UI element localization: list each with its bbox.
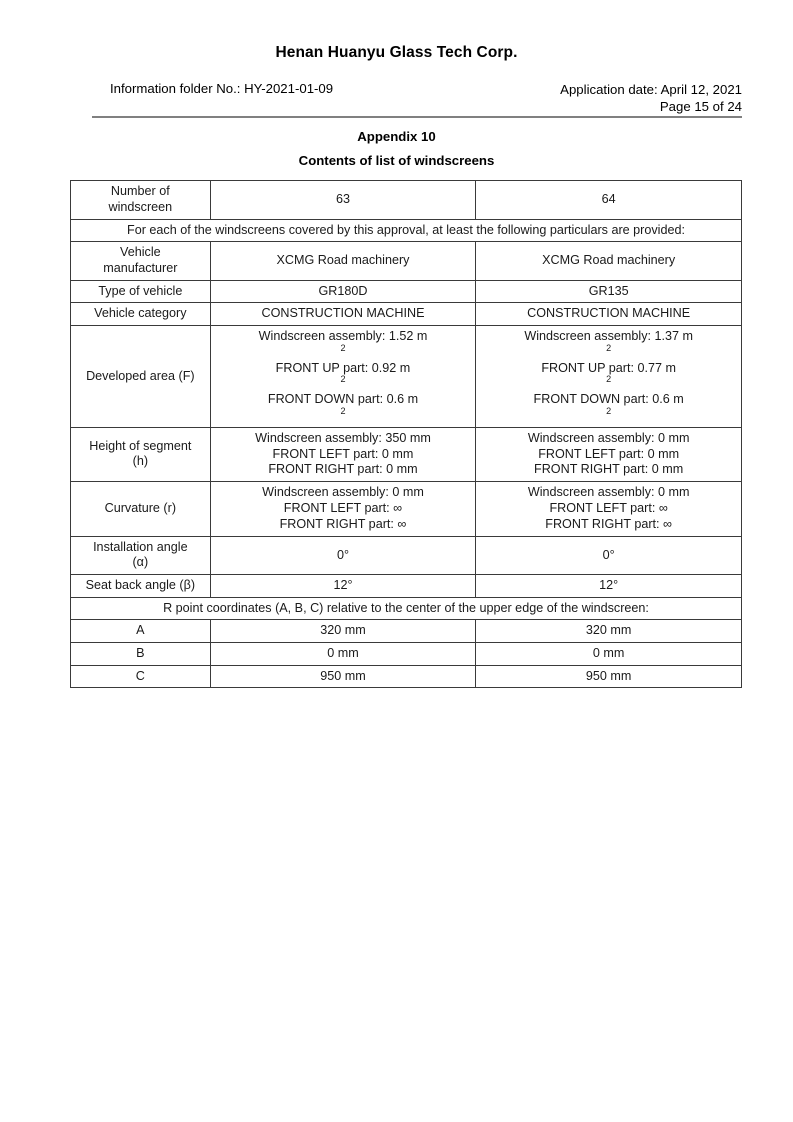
application-meta: Application date: April 12, 2021 Page 15… [560,81,742,115]
windscreen-table: Number of windscreen 63 64 For each of t… [70,180,742,689]
row-label-number-of-windscreen: Number of windscreen [70,180,211,220]
superscript-two: 2 [606,342,612,353]
cell-installation-angle-col2: 0° [475,535,742,576]
cell-rpoint-b-col1: 0 mm [209,641,477,666]
cell-type-col2: GR135 [475,279,742,304]
row-label-rpoint-a: A [70,619,211,643]
row-label-type-of-vehicle: Type of vehicle [70,279,211,304]
cell-rpoint-a-col1: 320 mm [209,619,477,643]
height-assembly: Windscreen assembly: 350 mm [255,430,431,445]
row-label-line-1: Installation angle [93,539,188,554]
row-label-line-1: Number of [110,184,170,198]
page-number: Page 15 of 24 [659,99,742,114]
cell-manufacturer-col2: XCMG Road machinery [475,241,742,281]
height-assembly: Windscreen assembly: 0 mm [527,430,690,445]
row-label-installation-angle: Installation angle (α) [70,535,211,576]
table-row-vehicle-category: Vehicle category CONSTRUCTION MACHINE CO… [70,302,742,326]
curvature-assembly: Windscreen assembly: 0 mm [262,485,424,500]
table-row-vehicle-manufacturer: Vehicle manufacturer XCMG Road machinery… [70,241,742,281]
cell-curvature-col2: Windscreen assembly: 0 mm FRONT LEFT par… [475,481,742,537]
table-row: C 950 mm 950 mm [70,664,742,689]
table-row-curvature: Curvature (r) Windscreen assembly: 0 mm … [70,481,742,537]
cell-windscreen-number-col2: 64 [475,180,742,220]
cell-height-segment-col2: Windscreen assembly: 0 mm FRONT LEFT par… [475,426,742,483]
appendix-subtitle: Contents of list of windscreens [298,153,495,168]
row-label-seat-back-angle: Seat back angle (β) [70,574,211,598]
table-row: B 0 mm 0 mm [70,641,742,666]
cell-seat-back-angle-col1: 12° [209,574,477,598]
table-row-seat-back-angle: Seat back angle (β) 12° 12° [70,574,742,598]
cell-category-col2: CONSTRUCTION MACHINE [475,302,742,326]
superscript-two: 2 [340,342,346,353]
height-front-right: FRONT RIGHT part: 0 mm [268,462,418,477]
row-label-vehicle-category: Vehicle category [70,302,211,326]
row-label-line-2: (α) [132,555,149,570]
table-row-rpoint-note: R point coordinates (A, B, C) relative t… [70,596,742,621]
superscript-two: 2 [606,374,612,385]
superscript-two: 2 [606,405,612,416]
cell-seat-back-angle-col2: 12° [475,574,742,598]
company-title: Henan Huanyu Glass Tech Corp. [275,44,518,61]
cell-approval-note: For each of the windscreens covered by t… [70,218,742,243]
curvature-front-right: FRONT RIGHT part: ∞ [279,516,407,531]
cell-height-segment-col1: Windscreen assembly: 350 mm FRONT LEFT p… [209,426,477,483]
row-label-rpoint-c: C [70,664,211,689]
windscreen-table-wrapper: Number of windscreen 63 64 For each of t… [70,180,742,689]
superscript-two: 2 [340,405,346,416]
cell-rpoint-c-col1: 950 mm [209,664,477,689]
row-label-line-1: Height of segment [89,438,192,453]
row-label-rpoint-b: B [70,641,211,666]
appendix-title: Appendix 10 [357,129,436,144]
cell-category-col1: CONSTRUCTION MACHINE [209,302,477,326]
table-row-height-of-segment: Height of segment (h) Windscreen assembl… [70,426,742,483]
row-label-line-1: Vehicle [120,245,161,260]
row-label-vehicle-manufacturer: Vehicle manufacturer [70,241,211,281]
table-row-type-of-vehicle: Type of vehicle GR180D GR135 [70,279,742,304]
cell-rpoint-b-col2: 0 mm [475,641,742,666]
cell-curvature-col1: Windscreen assembly: 0 mm FRONT LEFT par… [209,481,477,537]
superscript-two: 2 [340,374,346,385]
row-label-line-2: manufacturer [103,260,178,275]
cell-manufacturer-col1: XCMG Road machinery [209,241,477,281]
cell-rpoint-note: R point coordinates (A, B, C) relative t… [70,596,742,621]
cell-rpoint-c-col2: 950 mm [475,664,742,689]
curvature-front-left: FRONT LEFT part: ∞ [549,500,668,515]
table-row-installation-angle: Installation angle (α) 0° 0° [70,535,742,576]
information-folder-number: Information folder No.: HY-2021-01-09 [110,81,334,96]
row-label-line-2: (h) [132,454,149,469]
table-row-developed-area: Developed area (F) Windscreen assembly: … [70,324,742,428]
row-label-line-2: windscreen [108,199,173,214]
application-date: Application date: April 12, 2021 [560,82,742,97]
cell-windscreen-number-col1: 63 [209,180,477,220]
cell-rpoint-a-col2: 320 mm [475,619,742,643]
curvature-front-left: FRONT LEFT part: ∞ [283,500,403,515]
row-label-height-of-segment: Height of segment (h) [70,426,211,483]
height-front-left: FRONT LEFT part: 0 mm [538,446,680,461]
row-label-developed-area: Developed area (F) [70,324,211,428]
curvature-assembly: Windscreen assembly: 0 mm [527,485,690,500]
curvature-front-right: FRONT RIGHT part: ∞ [545,516,673,531]
table-row-number-of-windscreen: Number of windscreen 63 64 [70,180,742,220]
cell-installation-angle-col1: 0° [209,535,477,576]
cell-type-col1: GR180D [209,279,477,304]
height-front-left: FRONT LEFT part: 0 mm [272,446,414,461]
height-front-right: FRONT RIGHT part: 0 mm [534,462,684,477]
header-divider [92,116,742,118]
table-row: A 320 mm 320 mm [70,619,742,643]
row-label-curvature: Curvature (r) [70,481,211,537]
table-row-note: For each of the windscreens covered by t… [70,218,742,243]
